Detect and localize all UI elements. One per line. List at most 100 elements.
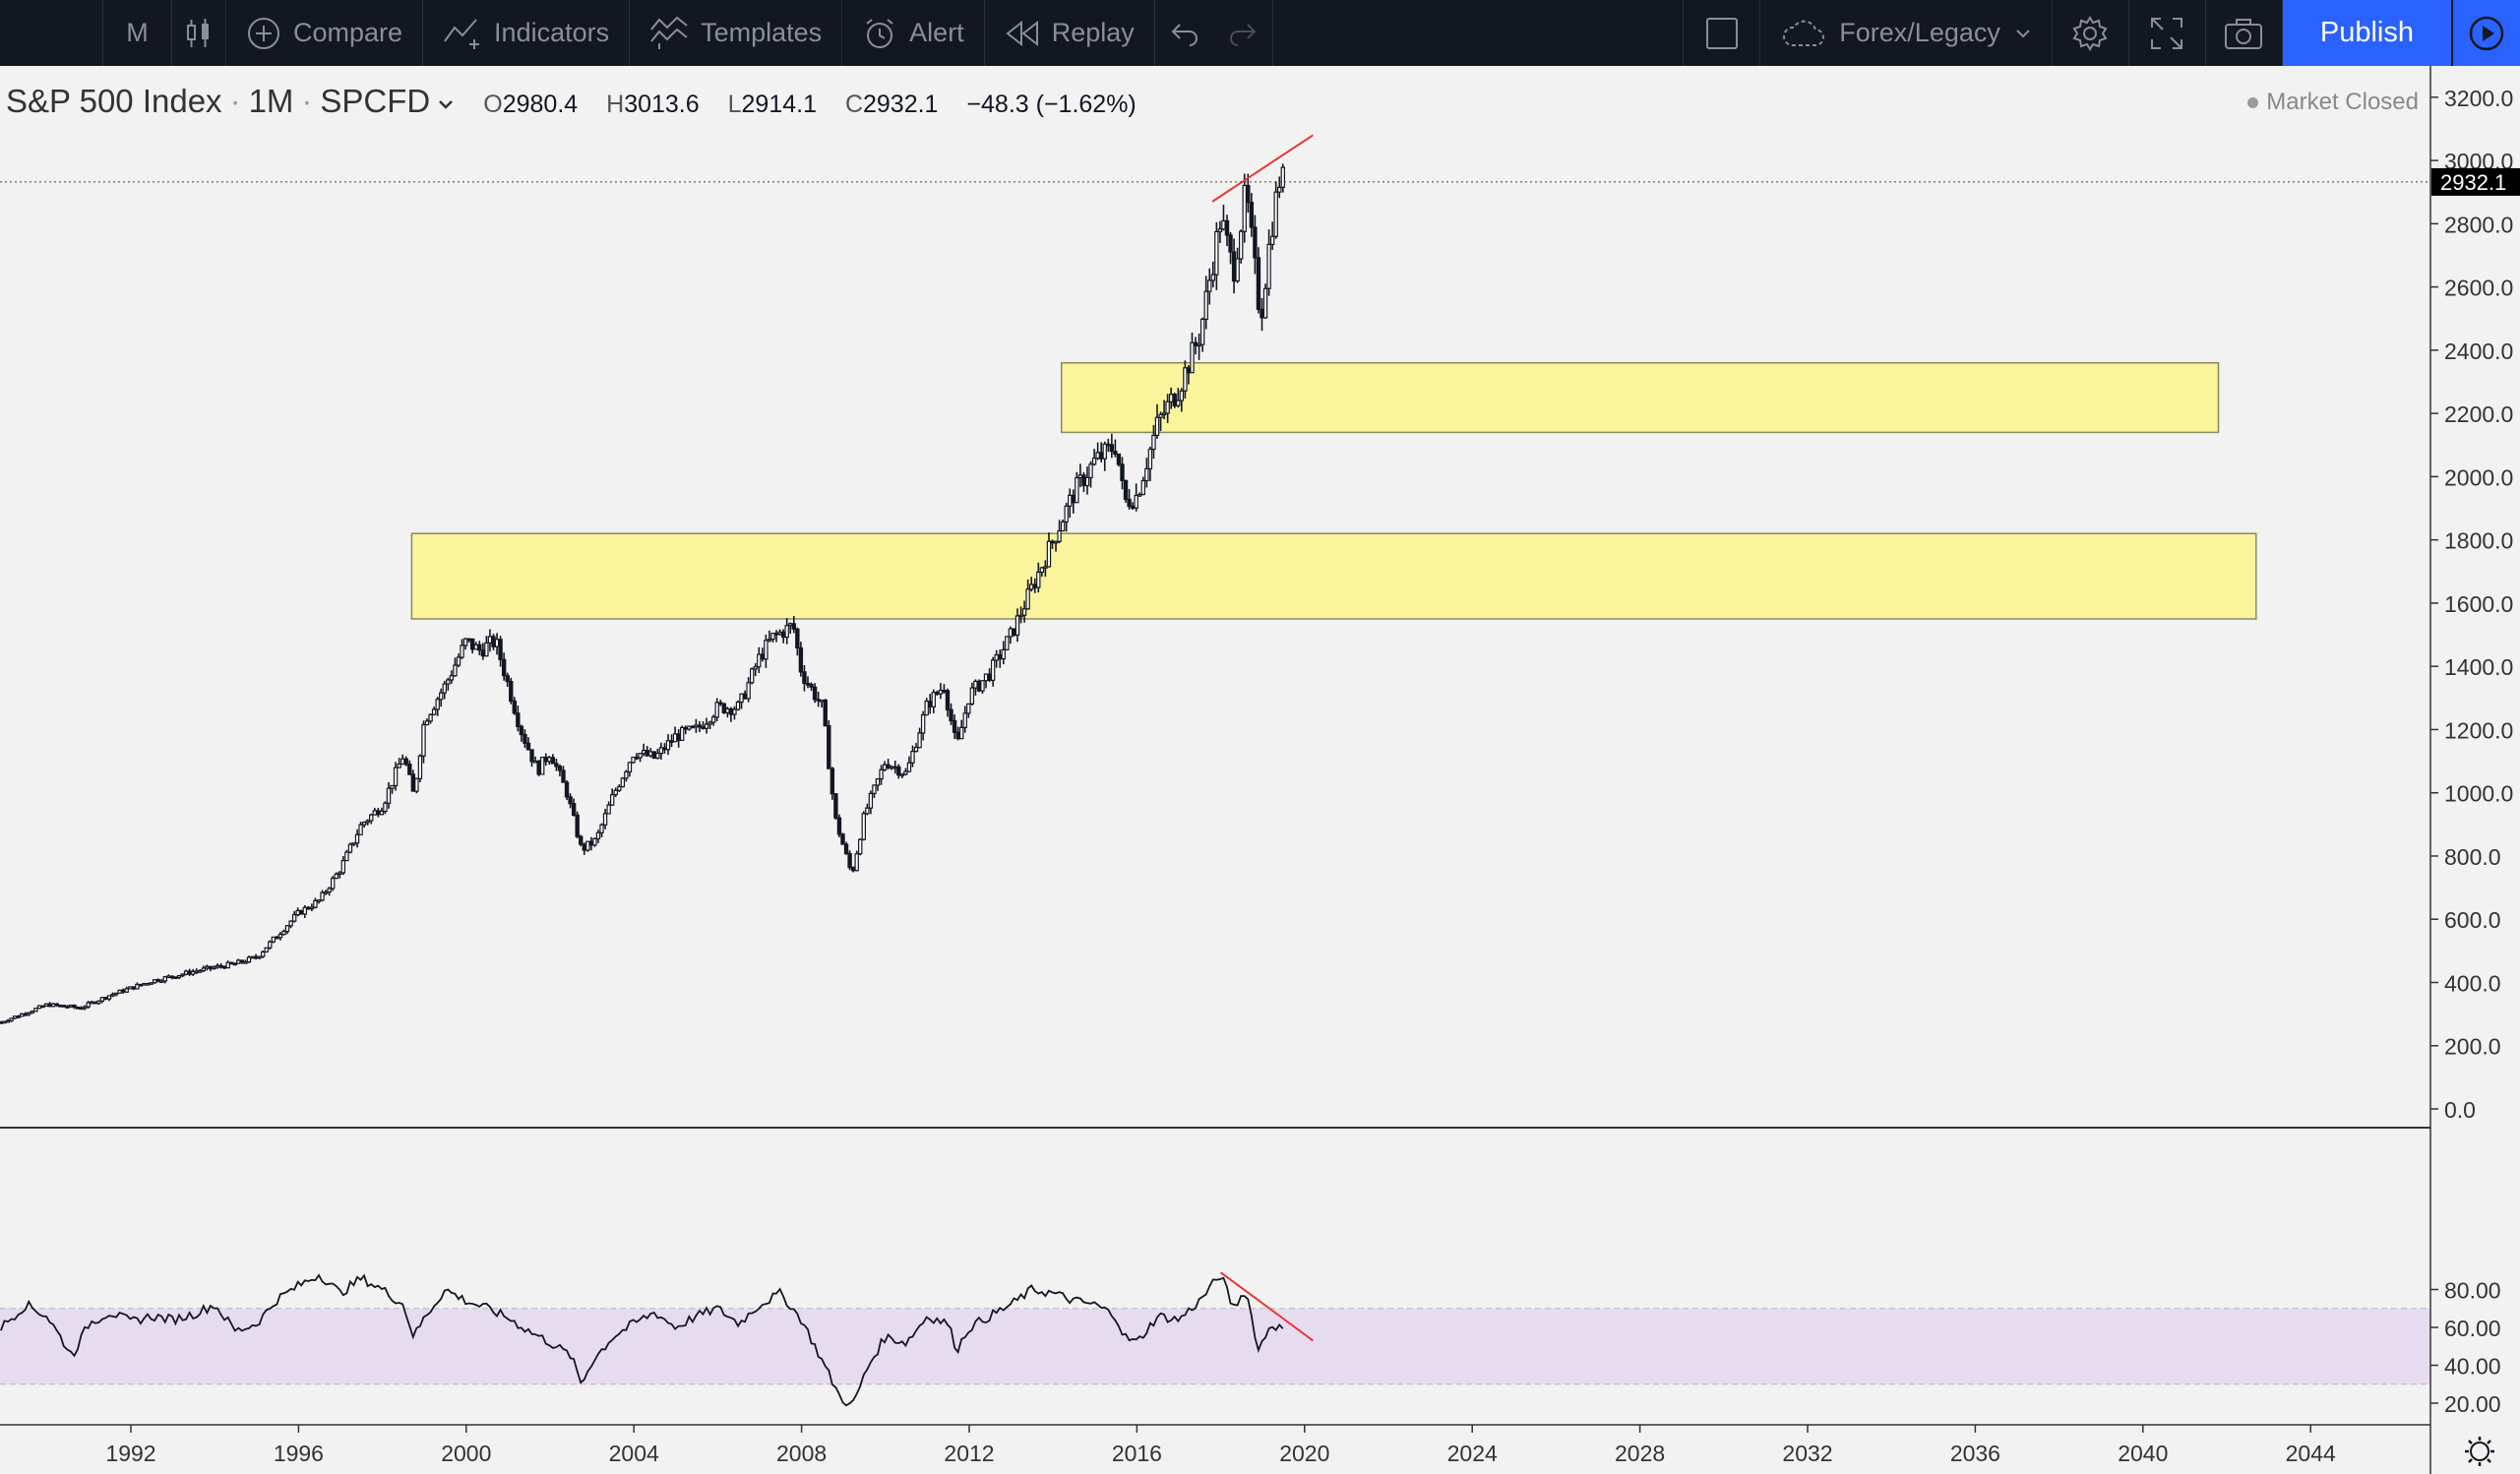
- candle-body: [1256, 257, 1261, 310]
- candle-body: [50, 1003, 56, 1008]
- candle-body: [361, 822, 367, 826]
- candle-body: [903, 770, 908, 775]
- settings-button[interactable]: [2053, 0, 2129, 66]
- plus-circle-icon: [248, 17, 279, 49]
- resistance-zone[interactable]: [410, 532, 2257, 620]
- axis-settings-button[interactable]: [2465, 1437, 2494, 1466]
- candle-body: [969, 687, 975, 705]
- chevron-down-icon[interactable]: [436, 98, 456, 112]
- toolbar-spacer: [1273, 0, 1685, 66]
- candle-body: [354, 833, 360, 844]
- candle-body: [539, 756, 545, 775]
- indicators-label: Indicators: [494, 18, 610, 47]
- price-series-layer: [0, 163, 1285, 1024]
- candle-body: [159, 980, 164, 984]
- candle-body: [602, 813, 608, 826]
- price-trendline[interactable]: [1211, 134, 1314, 203]
- candle-body: [1193, 341, 1199, 346]
- candle-body: [687, 725, 692, 730]
- candle-body: [400, 758, 405, 766]
- candle-body: [627, 762, 633, 773]
- candle-body: [173, 976, 178, 979]
- time-tick-label: 1992: [105, 1441, 155, 1466]
- chart-legend[interactable]: S&P 500 Index · 1M · SPCFD O2980.4 H3013…: [6, 83, 1158, 120]
- candle-body: [1060, 521, 1066, 532]
- price-axis[interactable]: 0.0 200.0 400.0 600.0 800.0 1000.0 1200.0 1400.…: [2430, 86, 2513, 1123]
- low-value: 2914.1: [741, 91, 817, 118]
- time-tick-label: 2032: [1782, 1441, 1832, 1466]
- interval-button[interactable]: M: [103, 0, 172, 66]
- candle-body: [414, 777, 419, 792]
- candle-body: [229, 961, 234, 965]
- candle-body: [966, 703, 971, 714]
- candle-body: [120, 989, 126, 993]
- candle-body: [1253, 226, 1258, 259]
- publish-button[interactable]: Publish: [2282, 0, 2451, 66]
- ohlc-values: O2980.4 H3013.6 L2914.1 C2932.1 −48.3 (−…: [483, 91, 1158, 119]
- rsi-trendline[interactable]: [1220, 1271, 1314, 1342]
- candle-body: [554, 763, 559, 768]
- candle-body: [477, 644, 482, 651]
- candle-body: [424, 720, 430, 726]
- candle-body: [606, 804, 611, 815]
- chart-canvas[interactable]: 0.0 200.0 400.0 600.0 800.0 1000.0 1200.0 1400.…: [0, 66, 2520, 1474]
- candle-body: [1050, 540, 1055, 544]
- rsi-axis[interactable]: 20.00 40.00 60.00 80.00: [2430, 1278, 2501, 1418]
- templates-button[interactable]: Templates: [630, 0, 843, 66]
- replay-button[interactable]: Replay: [985, 0, 1155, 66]
- candle-body: [0, 1021, 4, 1024]
- candle-body: [47, 1003, 52, 1008]
- undo-button[interactable]: [1155, 0, 1214, 66]
- candle-body: [1235, 258, 1240, 282]
- candle-body: [773, 632, 779, 636]
- candle-body: [1109, 444, 1115, 453]
- candle-body: [473, 644, 478, 650]
- indicators-button[interactable]: Indicators: [423, 0, 631, 66]
- last-price-tag: [2431, 167, 2520, 196]
- legend-interval[interactable]: 1M: [248, 83, 294, 119]
- candle-body: [505, 675, 510, 683]
- fullscreen-layout-button[interactable]: [1684, 0, 1761, 66]
- symbol-name[interactable]: S&P 500 Index: [6, 83, 222, 119]
- snapshot-button[interactable]: [2206, 0, 2283, 66]
- open-value: 2980.4: [502, 91, 579, 118]
- candle-body: [1008, 628, 1014, 638]
- candle-body: [676, 733, 681, 741]
- resistance-zone[interactable]: [1060, 361, 2220, 434]
- candle-body: [1231, 251, 1237, 282]
- candle-body: [162, 976, 167, 982]
- candle-body: [1130, 505, 1136, 509]
- candle-body: [225, 961, 230, 969]
- candle-body: [1039, 567, 1045, 574]
- candle-body: [68, 1004, 74, 1008]
- time-axis[interactable]: 1992 1996 2000 2004 2008 2012 2016 2020 2024 2028…: [105, 1425, 2336, 1466]
- candle-body: [1001, 648, 1006, 660]
- candle-body: [1134, 494, 1138, 509]
- candle-body: [284, 925, 290, 933]
- fullscreen-button[interactable]: [2129, 0, 2206, 66]
- templates-label: Templates: [701, 18, 823, 47]
- layout-dropdown[interactable]: Forex/Legacy: [1760, 0, 2053, 66]
- candle-body: [1113, 451, 1118, 456]
- compare-button[interactable]: Compare: [226, 0, 424, 66]
- candle-body: [320, 891, 325, 901]
- candle-body: [351, 842, 356, 845]
- alert-button[interactable]: Alert: [842, 0, 985, 66]
- candle-body: [313, 899, 318, 908]
- price-tick-label: 1400.0: [2444, 654, 2513, 680]
- candle-body: [1238, 230, 1244, 260]
- redo-button[interactable]: [1214, 0, 1273, 66]
- candle-body: [1183, 367, 1188, 392]
- rsi-band: [0, 1308, 2430, 1384]
- legend-exchange[interactable]: SPCFD: [320, 83, 431, 119]
- trendlines-layer: [1211, 134, 1314, 1342]
- candle-body: [1064, 505, 1069, 523]
- time-tick-label: 2040: [2118, 1441, 2168, 1466]
- chart-type-button[interactable]: [172, 0, 226, 66]
- play-button[interactable]: [2451, 0, 2520, 66]
- candle-body: [690, 725, 696, 729]
- time-tick-label: 2016: [1112, 1441, 1162, 1466]
- candle-body: [428, 713, 433, 722]
- candle-body: [753, 666, 758, 670]
- candle-body: [1032, 583, 1037, 588]
